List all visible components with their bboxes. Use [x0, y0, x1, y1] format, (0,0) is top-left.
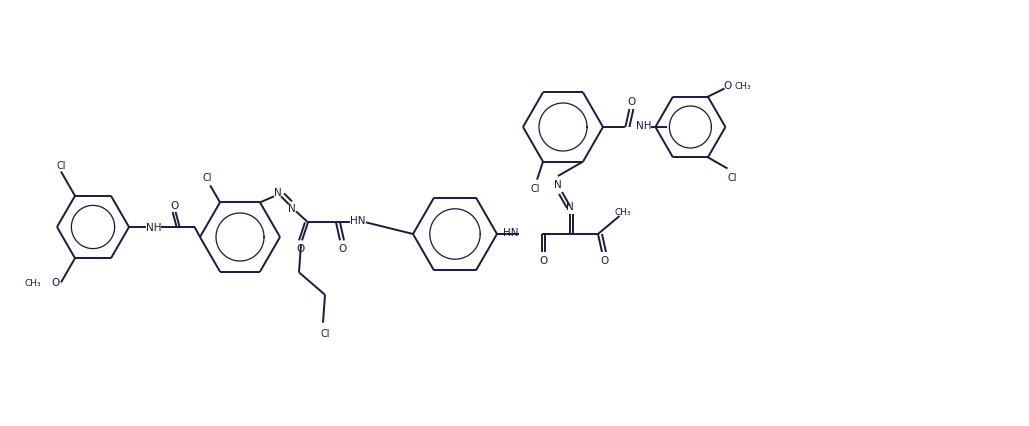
Text: Cl: Cl: [320, 328, 329, 338]
Text: HN: HN: [503, 227, 519, 237]
Text: O: O: [50, 278, 59, 288]
Text: Cl: Cl: [57, 160, 66, 170]
Text: NH: NH: [146, 222, 162, 233]
Text: N: N: [288, 204, 296, 214]
Text: HN: HN: [350, 216, 365, 226]
Text: O: O: [296, 244, 305, 254]
Text: N: N: [274, 188, 282, 198]
Text: Cl: Cl: [728, 172, 737, 182]
Text: CH₃: CH₃: [614, 207, 631, 216]
Text: O: O: [171, 201, 179, 210]
Text: N: N: [555, 180, 562, 190]
Text: O: O: [600, 256, 608, 265]
Text: N: N: [566, 201, 574, 211]
Text: Cl: Cl: [203, 173, 212, 183]
Text: Cl: Cl: [530, 183, 540, 193]
Text: O: O: [723, 81, 732, 91]
Text: NH: NH: [636, 121, 651, 131]
Text: O: O: [628, 97, 636, 107]
Text: CH₃: CH₃: [25, 278, 41, 287]
Text: O: O: [539, 256, 547, 265]
Text: O: O: [338, 244, 346, 254]
Text: CH₃: CH₃: [734, 82, 751, 91]
